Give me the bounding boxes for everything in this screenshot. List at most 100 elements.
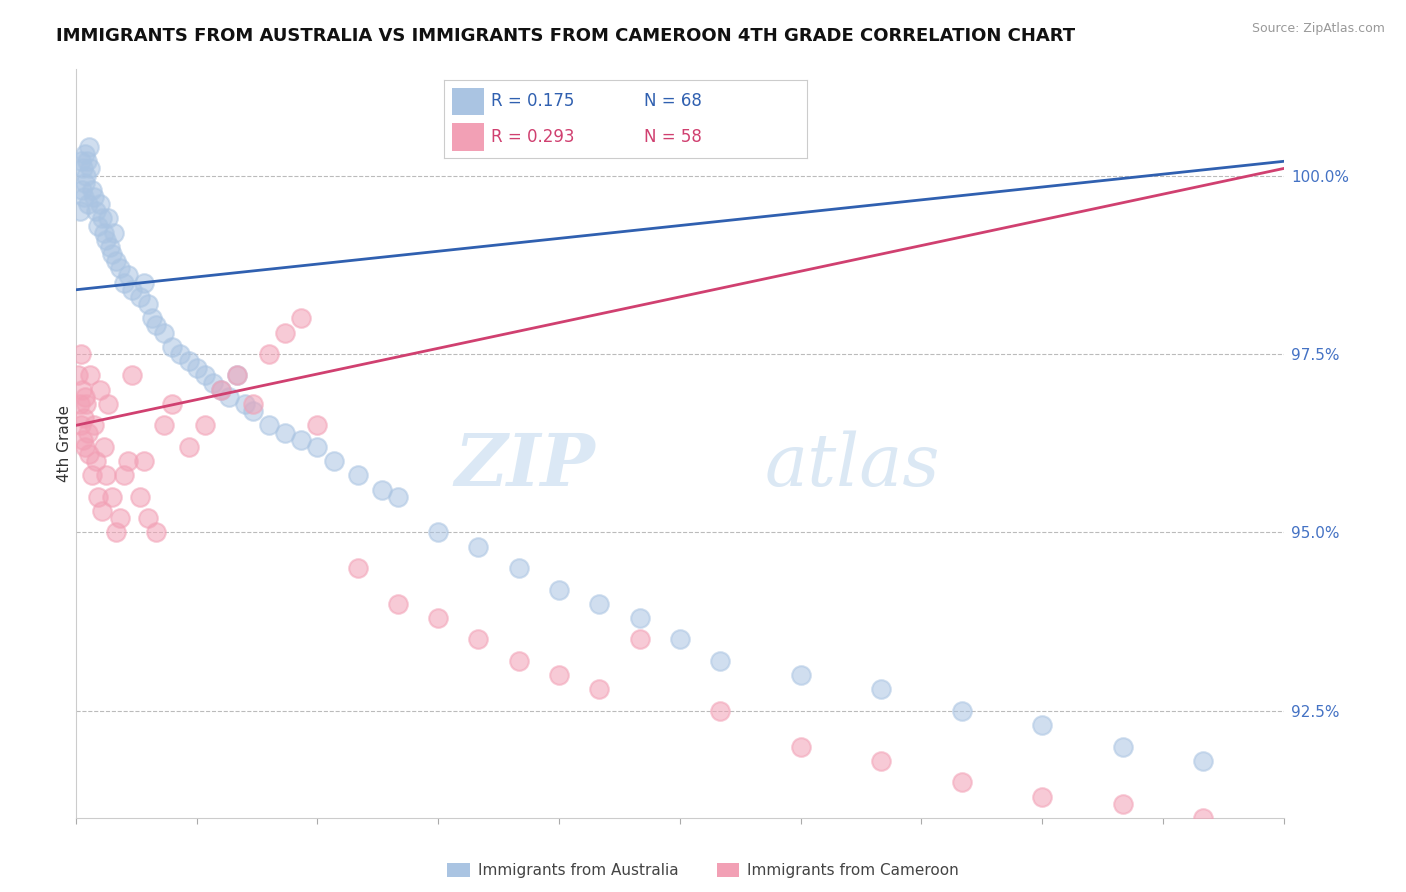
Point (709, 654, 731, 668)
Point (89, 383, 111, 397)
Point (96, 468, 118, 483)
Point (1112, 739, 1135, 754)
Point (870, 754, 893, 768)
Point (73, 190, 96, 204)
Text: Source: ZipAtlas.com: Source: ZipAtlas.com (1251, 22, 1385, 36)
Point (98, 240, 121, 254)
Point (77, 140, 100, 154)
Point (141, 311, 163, 326)
Point (70, 183, 93, 197)
Point (194, 368, 217, 383)
Point (307, 440, 329, 454)
Point (371, 483, 394, 497)
Point (76, 197, 98, 211)
Point (274, 326, 297, 340)
Point (209, 383, 232, 397)
Point (83, 190, 105, 204)
Point (83, 418, 105, 433)
Point (508, 561, 530, 575)
Point (169, 347, 191, 361)
Point (87, 219, 110, 233)
Point (709, 704, 731, 718)
Point (90, 504, 112, 518)
Point (225, 368, 247, 383)
Point (290, 311, 312, 326)
Point (70, 418, 93, 433)
Point (84, 204, 107, 219)
Text: atlas: atlas (765, 431, 939, 501)
Point (427, 611, 450, 625)
Point (80, 183, 103, 197)
Point (1031, 718, 1053, 732)
Point (69, 347, 91, 361)
Point (162, 397, 184, 411)
Point (789, 739, 811, 754)
Point (950, 775, 973, 789)
Point (73, 147, 96, 161)
Point (194, 418, 217, 433)
Point (75, 440, 97, 454)
Point (789, 668, 811, 682)
Point (93, 440, 115, 454)
Point (145, 318, 167, 333)
Point (121, 283, 143, 297)
Point (1031, 789, 1053, 804)
Point (73, 411, 96, 425)
Point (80, 468, 103, 483)
Point (387, 597, 409, 611)
Point (84, 454, 107, 468)
Point (628, 632, 651, 647)
Point (467, 632, 489, 647)
Point (177, 440, 200, 454)
Point (290, 433, 312, 447)
Point (950, 704, 973, 718)
Point (225, 368, 247, 383)
Point (108, 261, 131, 276)
Point (588, 682, 610, 697)
Point (257, 347, 280, 361)
Point (93, 226, 115, 240)
Point (87, 490, 110, 504)
Point (233, 397, 256, 411)
Point (96, 233, 118, 247)
Point (1112, 797, 1135, 811)
Point (427, 525, 450, 540)
Point (75, 176, 97, 190)
Point (72, 161, 94, 176)
Point (508, 654, 530, 668)
Point (90, 211, 112, 226)
Point (79, 368, 101, 383)
Point (322, 454, 344, 468)
Point (75, 397, 97, 411)
Point (67, 368, 90, 383)
Point (75, 169, 97, 183)
Point (103, 226, 125, 240)
Point (1192, 811, 1215, 825)
Point (79, 447, 101, 461)
Point (76, 425, 98, 440)
Point (177, 354, 200, 368)
Point (129, 490, 152, 504)
Point (346, 561, 368, 575)
Point (274, 425, 297, 440)
Point (242, 397, 264, 411)
Point (73, 390, 96, 404)
Point (870, 682, 893, 697)
Point (69, 204, 91, 219)
Point (79, 161, 101, 176)
Point (105, 254, 128, 268)
Point (162, 340, 184, 354)
Point (97, 397, 120, 411)
Point (145, 525, 167, 540)
Point (97, 211, 120, 226)
Point (257, 418, 280, 433)
Point (108, 511, 131, 525)
Text: ZIP: ZIP (454, 430, 595, 501)
Point (112, 468, 135, 483)
Point (101, 247, 124, 261)
Point (76, 154, 98, 169)
Point (209, 383, 232, 397)
Point (387, 490, 409, 504)
Point (136, 511, 159, 525)
Point (1192, 754, 1215, 768)
